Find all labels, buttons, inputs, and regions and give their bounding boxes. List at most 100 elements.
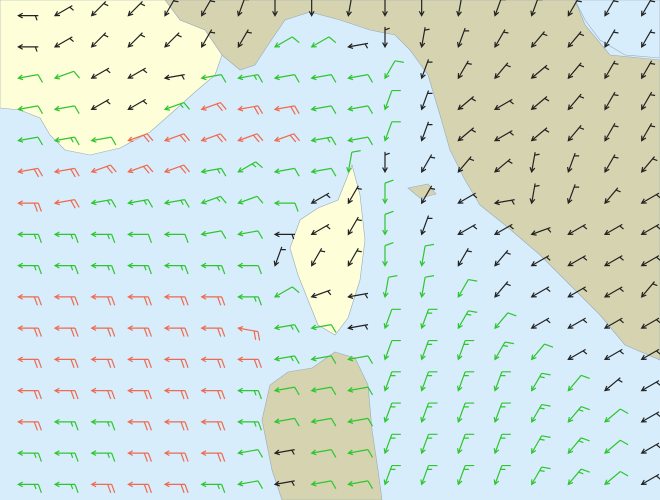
wind-barb — [53, 450, 79, 462]
wind-barb — [419, 243, 435, 267]
wind-barb — [17, 387, 42, 400]
wind-barb — [237, 262, 262, 275]
wind-barb — [53, 293, 79, 306]
wind-barb — [567, 223, 588, 236]
wind-barb — [273, 355, 300, 364]
wind-barbs — [17, 0, 660, 494]
wind-barb — [347, 105, 374, 114]
wind-barb — [604, 91, 619, 111]
wind-barb — [237, 230, 264, 239]
wind-barb — [420, 215, 433, 236]
wind-barb — [530, 96, 550, 111]
wind-barb — [567, 286, 588, 298]
wind-barb — [419, 275, 435, 299]
wind-barb — [310, 386, 337, 396]
wind-barb — [163, 262, 189, 275]
wind-barb — [17, 105, 44, 114]
wind-barb — [567, 374, 590, 392]
wind-barb — [456, 27, 470, 49]
wind-barb — [127, 133, 154, 143]
wind-barb — [90, 450, 116, 462]
wind-barb — [457, 60, 472, 80]
wind-barb — [17, 167, 44, 178]
wind-barb — [641, 60, 656, 80]
wind-barb — [237, 387, 262, 400]
wind-barb — [383, 464, 401, 486]
wind-barb — [567, 348, 588, 361]
wind-barb — [237, 325, 261, 341]
wind-barb — [200, 418, 226, 431]
wind-barb — [200, 356, 226, 369]
wind-barb — [237, 293, 262, 306]
wind-barb — [456, 464, 475, 486]
wind-barb — [273, 286, 300, 298]
wind-barb — [493, 433, 511, 455]
wind-barb — [493, 98, 514, 111]
wind-barb — [163, 101, 191, 111]
wind-barb — [17, 231, 42, 244]
wind-barb — [567, 437, 590, 455]
wind-barb — [53, 418, 79, 431]
wind-barb — [493, 464, 511, 486]
wind-barb — [494, 62, 511, 80]
wind-barb — [530, 31, 548, 48]
wind-barb — [420, 371, 438, 392]
wind-barb — [164, 0, 179, 17]
wind-barb — [457, 278, 478, 298]
wind-barb — [200, 481, 226, 494]
wind-barb — [127, 1, 146, 17]
wind-barb — [200, 230, 227, 239]
wind-barb — [420, 464, 438, 486]
wind-barb — [457, 127, 476, 142]
wind-barb — [163, 293, 189, 306]
wind-barb — [346, 150, 361, 174]
wind-barb — [237, 161, 263, 173]
wind-barb — [530, 0, 543, 17]
wind-barb — [127, 293, 152, 306]
wind-barb — [163, 199, 190, 208]
wind-barb — [457, 223, 478, 236]
wind-barb — [493, 371, 511, 392]
wind-barb — [273, 324, 300, 333]
wind-barb — [53, 356, 79, 369]
wind-barb — [530, 64, 550, 79]
wind-barb — [237, 133, 264, 143]
wind-barb — [273, 480, 295, 487]
wind-barb — [603, 255, 624, 267]
wind-barb — [53, 36, 74, 48]
wind-barb — [531, 466, 551, 486]
wind-barb — [383, 371, 401, 392]
wind-barb — [273, 386, 300, 396]
wind-barb — [604, 187, 621, 205]
wind-barb — [567, 62, 585, 80]
wind-barb — [529, 183, 540, 205]
wind-barb — [456, 0, 462, 17]
wind-barb — [273, 200, 299, 212]
wind-barb — [237, 105, 264, 115]
wind-barb — [90, 387, 116, 400]
wind-barb — [310, 74, 337, 83]
wind-barb — [347, 449, 374, 458]
wind-barb — [530, 255, 551, 267]
wind-barb — [163, 481, 189, 494]
wind-barb — [127, 387, 152, 400]
wind-barb — [127, 481, 152, 494]
wind-barb — [347, 74, 374, 83]
wind-barb — [494, 341, 514, 361]
wind-barb — [641, 0, 656, 17]
wind-barb — [273, 133, 301, 143]
wind-barb — [163, 231, 189, 244]
wind-barb — [641, 91, 656, 111]
wind-barb — [53, 481, 79, 494]
wind-barb — [347, 355, 374, 364]
wind-barb — [604, 154, 619, 173]
wind-barb — [347, 480, 374, 489]
wind-barb — [493, 199, 515, 206]
wind-barb — [603, 317, 624, 329]
wind-barb — [311, 248, 326, 267]
wind-barb — [200, 450, 226, 462]
wind-barb — [273, 246, 286, 267]
wind-barb — [17, 418, 42, 431]
wind-barb — [421, 154, 436, 173]
wind-barb — [310, 36, 337, 48]
